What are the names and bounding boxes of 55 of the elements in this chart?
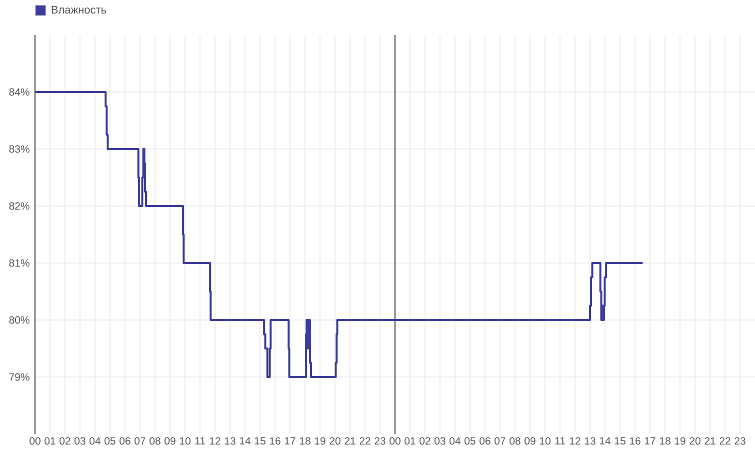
x-tick-label: 17 [644,437,656,444]
x-tick-label: 15 [254,437,266,445]
x-tick-label: 16 [630,437,640,445]
x-tick-label: 08 [510,437,520,445]
x-tick-label: 20 [330,437,340,445]
x-tick-label: 03 [434,437,446,445]
x-tick-label: 00 [390,437,400,445]
x-tick-label: 10 [180,437,190,445]
x-tick-label: 22 [720,437,730,445]
x-tick-label: 19 [674,437,686,445]
x-tick-label: 23 [374,437,386,445]
x-tick-label: 11 [555,437,565,444]
x-tick-label: 13 [224,437,236,445]
x-tick-label: 11 [195,437,205,444]
x-tick-label: 19 [314,437,326,445]
x-tick-label: 07 [494,437,506,445]
x-tick-label: 20 [690,437,700,445]
x-tick-label: 18 [300,437,310,445]
y-tick-label: 83% [9,145,30,153]
y-tick-label: 82% [9,202,30,210]
x-tick-label: 09 [164,437,176,445]
x-tick-label: 23 [734,437,746,445]
x-tick-label: 13 [584,437,596,445]
x-tick-label: 15 [614,437,626,445]
x-tick-label: 16 [270,437,280,445]
x-tick-label: 04 [450,437,461,445]
x-tick-label: 04 [90,437,101,445]
x-tick-label: 10 [540,437,550,445]
x-tick-label: 05 [464,437,476,445]
y-tick-label: 84% [9,88,30,96]
x-tick-label: 00 [30,437,40,445]
x-tick-label: 14 [600,437,611,444]
x-tick-label: 18 [660,437,670,445]
x-tick-label: 22 [360,437,370,445]
y-tick-label: 81% [9,259,30,267]
x-tick-label: 06 [480,437,490,445]
legend-label: Влажность [52,6,106,14]
x-tick-label: 09 [524,437,536,445]
x-tick-label: 17 [284,437,296,444]
x-tick-label: 08 [150,437,160,445]
x-tick-label: 12 [210,437,220,445]
x-tick-label: 21 [704,437,716,445]
x-tick-label: 12 [570,437,580,445]
x-tick-label: 01 [44,437,56,445]
y-tick-label: 80% [9,316,30,324]
x-tick-label: 14 [240,437,251,444]
x-tick-label: 02 [60,437,70,445]
x-tick-label: 05 [104,437,116,445]
x-tick-label: 03 [74,437,86,445]
x-tick-label: 06 [120,437,130,445]
x-tick-label: 07 [134,437,146,445]
y-tick-label: 79% [9,373,30,381]
x-tick-label: 02 [420,437,430,445]
x-tick-label: 01 [404,437,416,445]
x-tick-label: 21 [344,437,356,445]
